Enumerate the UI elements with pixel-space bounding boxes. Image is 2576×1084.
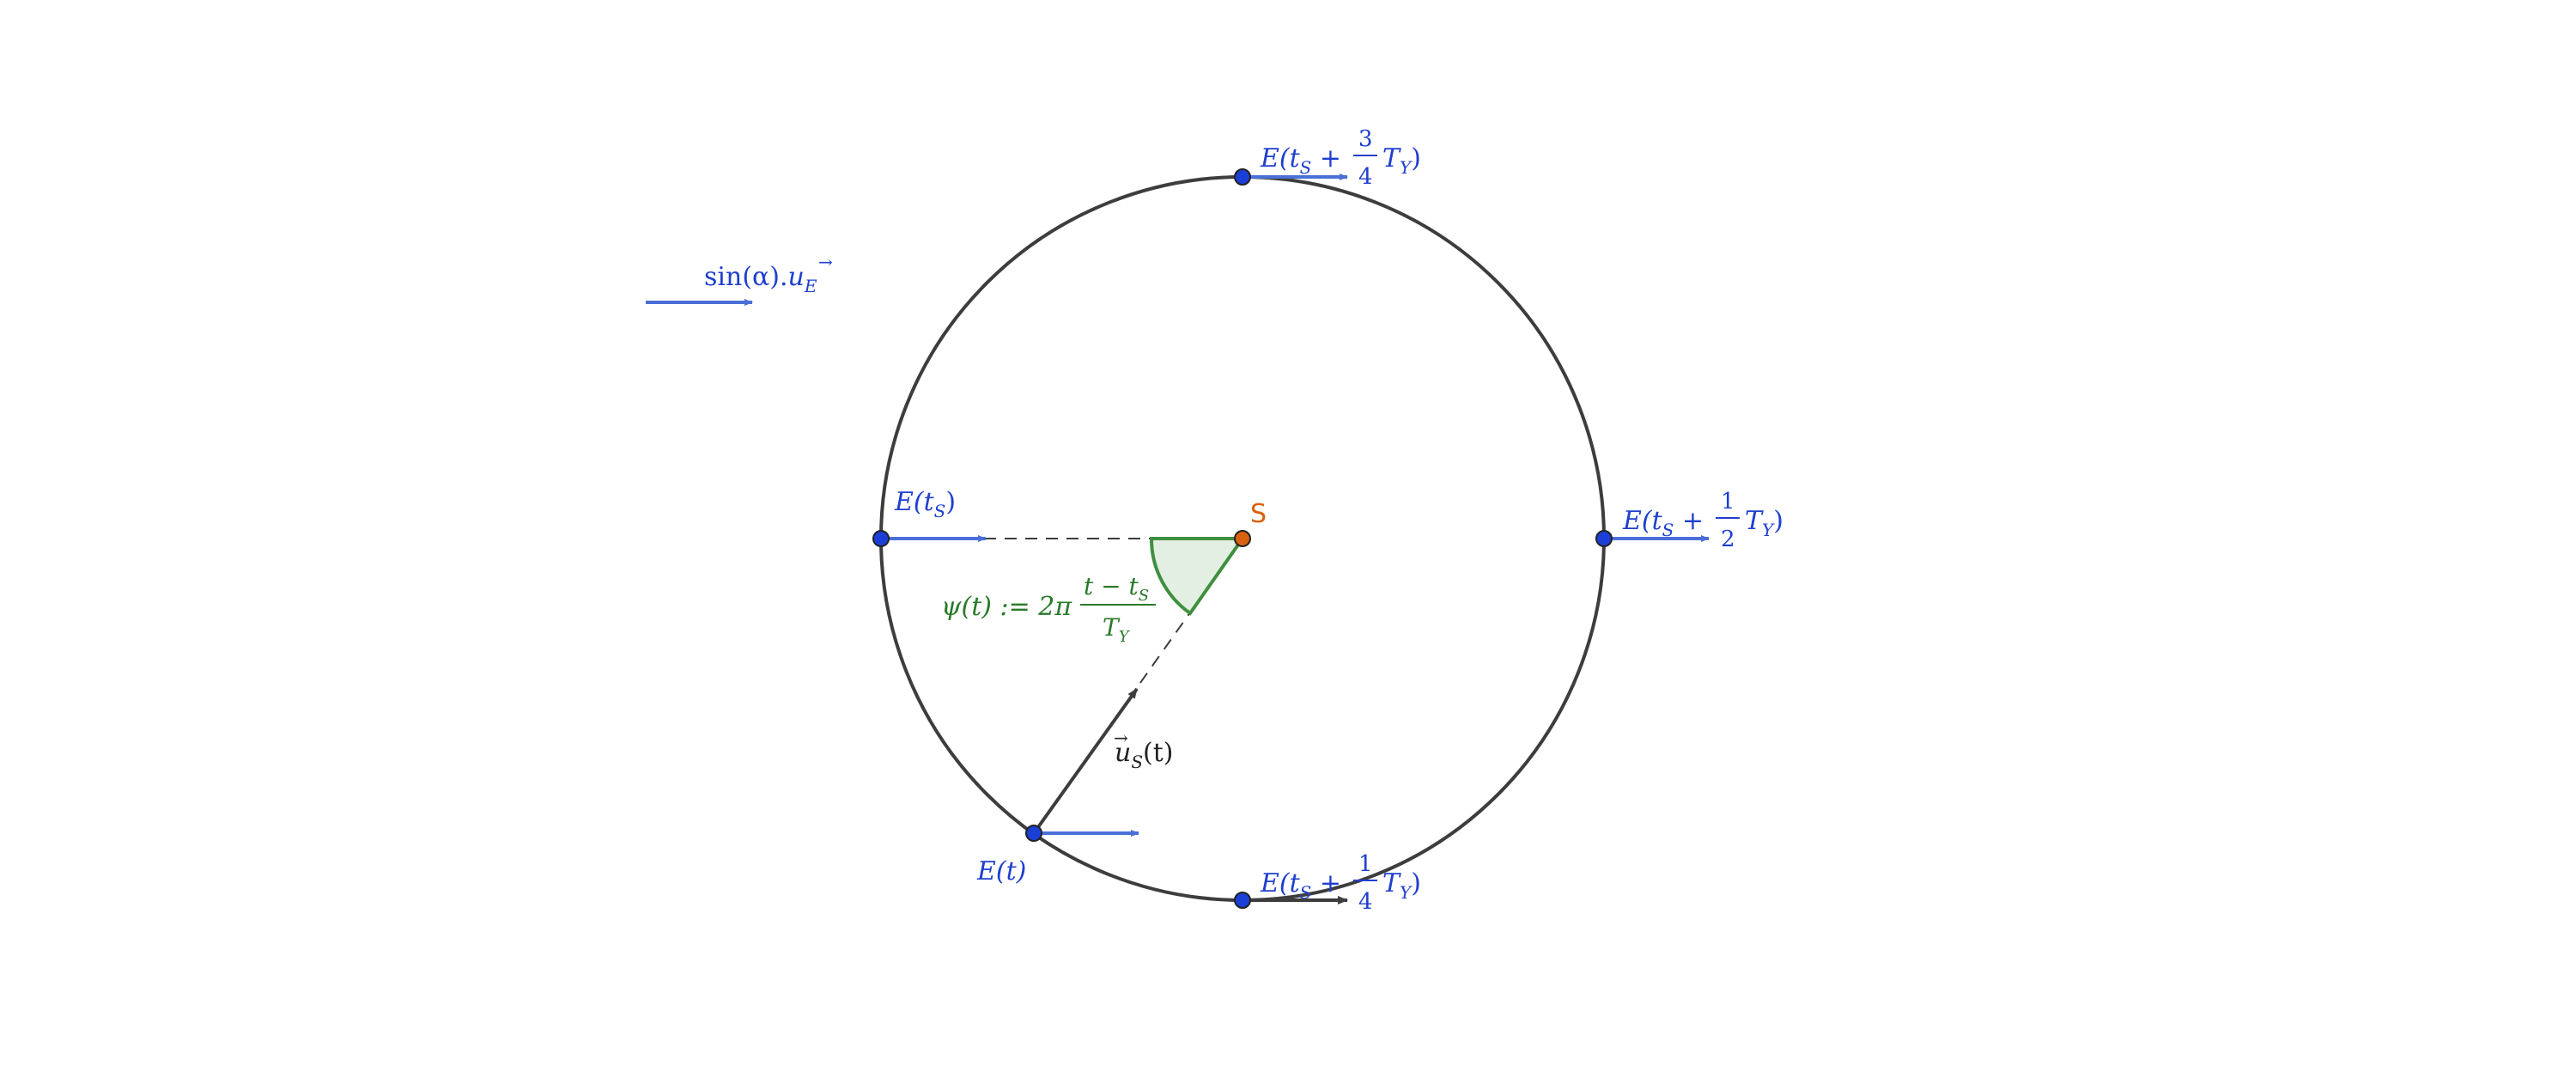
label-e-quarter: E(tS + 1 4 TY) [1260, 851, 1421, 915]
svg-text:1: 1 [1358, 851, 1373, 877]
svg-text:TY): TY) [1382, 868, 1421, 903]
point-e-ts[interactable] [872, 530, 890, 547]
svg-text:TY: TY [1103, 613, 1131, 646]
point-e-quarter[interactable] [1234, 892, 1251, 909]
label-u-s: uS(t) [1115, 738, 1174, 772]
svg-text:1: 1 [1721, 489, 1735, 515]
svg-text:3: 3 [1358, 126, 1373, 152]
sun-label: S [1250, 499, 1267, 529]
label-e-half: E(tS + 1 2 TY) [1622, 489, 1783, 552]
legend-u-arrow-glyph: → [818, 252, 833, 272]
label-e-ts: E(tS) [894, 487, 956, 521]
label-u-s-arrow-glyph: → [1114, 728, 1128, 748]
svg-text:ψ(t) := 2π: ψ(t) := 2π [941, 592, 1072, 622]
svg-text:t − tS: t − tS [1084, 572, 1149, 605]
svg-text:TY): TY) [1382, 143, 1421, 178]
svg-text:E(tS +: E(tS + [1260, 868, 1341, 903]
point-e-half[interactable] [1595, 530, 1613, 547]
label-e-threequarter: E(tS + 3 4 TY) [1260, 126, 1421, 190]
label-angle-psi: ψ(t) := 2π t − tS TY [941, 572, 1156, 646]
angle-psi-sector [1149, 537, 1246, 616]
svg-text:TY): TY) [1745, 506, 1783, 540]
point-e-t[interactable] [1025, 825, 1042, 842]
svg-text:4: 4 [1358, 164, 1373, 190]
point-sun[interactable] [1234, 530, 1251, 547]
label-e-t: E(t) [976, 856, 1026, 886]
svg-text:2: 2 [1721, 527, 1735, 552]
svg-text:E(tS +: E(tS + [1260, 143, 1341, 178]
svg-text:E(tS +: E(tS + [1622, 506, 1704, 540]
point-e-threequarter[interactable] [1234, 168, 1251, 186]
legend-vector-label: sin(α).uE [704, 262, 817, 296]
unit-vector-us [1032, 687, 1139, 835]
svg-text:4: 4 [1358, 889, 1373, 915]
